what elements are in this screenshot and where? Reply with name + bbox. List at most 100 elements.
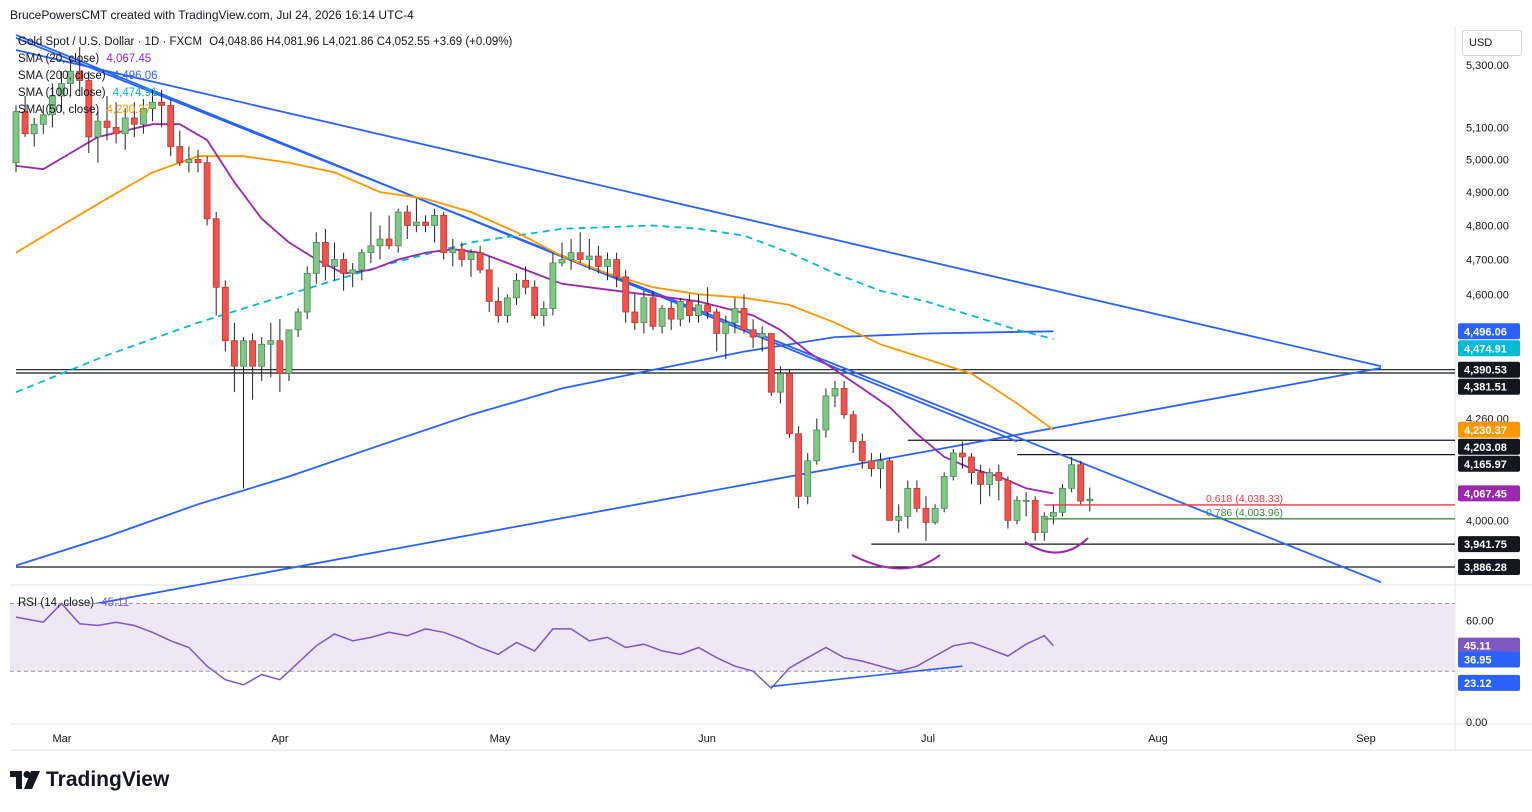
legend-sma50[interactable]: SMA (50, close) 4,230.37: [18, 104, 151, 116]
legend-rsi[interactable]: RSI (14, close) 45.11: [18, 597, 129, 609]
fib-level-label: 0.618 (4,038.33): [1206, 493, 1283, 505]
candle-body: [804, 460, 812, 497]
candle-body: [331, 259, 338, 267]
legend-sma200[interactable]: SMA (200, close) 4,496.06: [18, 70, 158, 82]
x-tick-label: May: [490, 733, 511, 745]
price-chart[interactable]: 5,300.00 5,100.00 5,000.00 4,900.00 4,800.00…: [0, 0, 1532, 760]
price-badge: [1458, 455, 1520, 472]
candle-body: [476, 252, 484, 271]
x-tick-label: Mar: [53, 733, 72, 745]
rsi-badge-label: 45.11: [1464, 641, 1491, 653]
rsi-badge-label: 23.12: [1464, 678, 1492, 690]
candle-body: [622, 276, 630, 313]
candle-body: [194, 159, 202, 164]
candle-body: [30, 123, 38, 135]
candle-body: [85, 80, 93, 138]
x-tick-label: Apr: [271, 733, 288, 745]
legend-sma20[interactable]: SMA (20, close) 4,067.45: [18, 53, 151, 65]
y-tick-label: 5,100.00: [1466, 122, 1509, 134]
price-badge: [1458, 323, 1520, 340]
candle-body: [467, 252, 475, 260]
trendline: [15, 367, 1382, 620]
candle-body: [731, 308, 739, 324]
candle-body: [1068, 464, 1075, 489]
candle-body: [822, 395, 830, 431]
symbol-legend[interactable]: Gold Spot / U.S. Dollar · 1D · FXCM O4,0…: [18, 36, 512, 48]
sma50-value: 4,230.37: [106, 104, 152, 116]
tradingview-logo[interactable]: TradingView: [10, 768, 169, 792]
candle-body: [640, 297, 648, 324]
ohlc-values: O4,048.86 H4,081.96 L4,021.86 C4,052.55 …: [209, 36, 513, 48]
candle-body: [422, 221, 429, 226]
y-tick-label: 5,000.00: [1466, 154, 1509, 166]
candle-body: [212, 218, 220, 288]
sma200-value: 4,496.06: [112, 70, 158, 82]
price-badge-label: 4,203.08: [1464, 442, 1507, 454]
candle-body: [858, 441, 866, 462]
y-tick-label: 4,900.00: [1466, 187, 1509, 199]
price-badge: [1458, 485, 1520, 502]
candle-body: [321, 242, 329, 267]
candle-body: [531, 286, 539, 316]
fib-level-label: 0.786 (4,003.96): [1206, 507, 1283, 519]
candle-body: [613, 259, 620, 278]
price-badge-label: 4,496.06: [1464, 326, 1507, 338]
candle-body: [567, 252, 575, 260]
candle-body: [904, 487, 912, 517]
candle-body: [440, 214, 448, 254]
sma100-label: SMA (100, close): [18, 87, 106, 99]
rsi-badge: [1458, 651, 1520, 668]
candle-body: [831, 388, 839, 397]
price-badge-label: 3,941.75: [1464, 539, 1507, 551]
y-tick-label: 4,000.00: [1466, 515, 1509, 527]
candle-body: [576, 252, 584, 260]
candle-body: [977, 472, 984, 485]
candle-body: [959, 452, 966, 458]
candle-body: [840, 388, 848, 416]
candle-body: [449, 248, 457, 254]
candle-body: [76, 70, 84, 81]
candle-body: [485, 269, 493, 302]
candle-body: [130, 117, 138, 125]
candle-body: [813, 429, 821, 462]
price-badge-label: 4,230.37: [1464, 425, 1507, 437]
price-badge-label: 3,886.28: [1464, 562, 1507, 574]
pattern-arc-right: [1024, 537, 1089, 554]
currency-selector[interactable]: USD: [1462, 30, 1522, 56]
sma200-line: [15, 330, 1054, 567]
symbol-title: Gold Spot / U.S. Dollar · 1D · FXCM: [18, 36, 203, 48]
candle-body: [740, 308, 748, 331]
candle-body: [285, 329, 293, 374]
candle-body: [786, 373, 793, 435]
candle-body: [112, 127, 120, 135]
candle-body: [877, 460, 884, 470]
candle-body: [431, 214, 439, 226]
rsi-line: [15, 602, 1054, 690]
candle-body: [58, 83, 65, 97]
candle-body: [949, 452, 957, 477]
candle-body: [522, 279, 529, 288]
candle-body: [67, 70, 74, 85]
candle-body: [604, 259, 611, 267]
candle-body: [167, 104, 175, 147]
candle-body: [631, 311, 639, 324]
candle-body: [221, 286, 229, 342]
candle-body: [503, 297, 511, 316]
price-badge: [1458, 559, 1520, 576]
rsi-band-fill: [10, 603, 1455, 672]
sma50-line: [15, 155, 1054, 431]
candle-body: [340, 259, 348, 274]
candle-body: [676, 300, 684, 320]
sma20-label: SMA (20, close): [18, 53, 100, 65]
candle-body: [158, 101, 166, 106]
candle-body: [403, 211, 411, 226]
candle-body: [931, 507, 939, 523]
candle-body: [258, 343, 266, 367]
candle-body: [585, 255, 593, 260]
candle-body: [940, 476, 948, 509]
legend-sma100[interactable]: SMA (100, close) 4,474.91: [18, 87, 158, 99]
rsi-tick-label: 0.00: [1466, 717, 1487, 729]
candle-body: [149, 101, 156, 109]
rsi-badge: [1458, 674, 1520, 691]
candle-body: [922, 507, 930, 523]
